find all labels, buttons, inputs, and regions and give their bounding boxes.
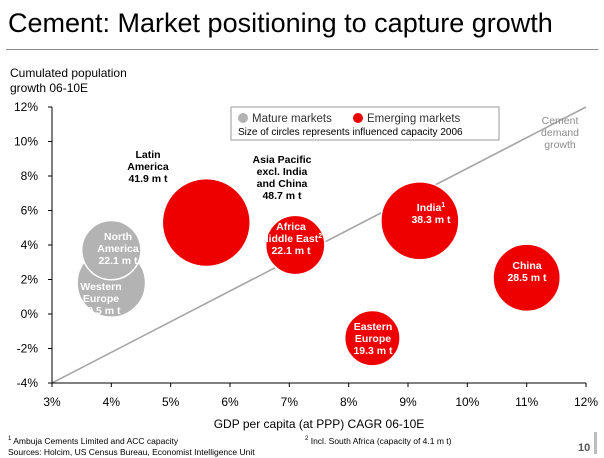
x-tick-label: 7% <box>281 395 299 409</box>
x-tick-label: 4% <box>103 395 121 409</box>
bubble-label-line: China <box>512 260 541 272</box>
footnote-2: 2 Incl. South Africa (capacity of 4.1 m … <box>305 436 452 446</box>
bubble-label-line: 22.1 m t <box>271 245 311 257</box>
footnote-marker: 1 <box>441 202 445 209</box>
bubble-label-line: 28.5 m t <box>507 272 547 284</box>
y-tick-label: 4% <box>21 238 39 252</box>
y-axis-title-line-2: growth 06-10E <box>10 81 89 95</box>
bubble-label-line: 22.1 m t <box>98 255 138 267</box>
bubble-label-line: excl. India <box>257 166 308 178</box>
y-tick-label: -4% <box>17 376 39 390</box>
x-tick-label: 3% <box>43 395 61 409</box>
cement-demand-growth-label-line: demand <box>541 127 579 139</box>
bubble-label-line: 48.7 m t <box>262 190 302 202</box>
x-tick-label: 11% <box>515 395 538 409</box>
y-axis-title: Cumulated population growth 06-10E <box>10 66 127 96</box>
y-tick-label: 2% <box>21 273 39 287</box>
x-tick-label: 10% <box>455 395 479 409</box>
bubble-label-line: Eastern <box>354 321 393 333</box>
footnote-2-text: Incl. South Africa (capacity of 4.1 m t) <box>308 436 452 446</box>
cement-demand-growth-label-line: Cement <box>542 115 579 127</box>
y-tick-label: -2% <box>17 342 39 356</box>
bubble-label-line: Middle East2 <box>260 233 322 245</box>
y-axis-title-line-1: Cumulated population <box>10 66 127 80</box>
bubble-label-line: Latin <box>135 149 160 161</box>
page-title: Cement: Market positioning to capture gr… <box>8 8 553 38</box>
bubble-label-line: Asia Pacific <box>253 154 312 166</box>
bubble-emerging <box>492 243 562 313</box>
x-tick-label: 8% <box>340 395 358 409</box>
y-tick-label: 8% <box>21 169 39 183</box>
footnote-1-text: Ambuja Cements Limited and ACC capacity <box>11 436 179 446</box>
x-axis-title: GDP per capita (at PPP) CAGR 06-10E <box>214 417 425 431</box>
legend-note: Size of circles represents influenced ca… <box>238 127 463 138</box>
bubble-emerging <box>264 214 326 276</box>
bubble-label-line: 38.3 m t <box>411 214 451 226</box>
x-tick-label: 5% <box>162 395 180 409</box>
title-divider <box>6 49 598 50</box>
bubble-label-line: and China <box>257 178 308 190</box>
y-tick-label: 12% <box>14 100 38 114</box>
bubble-label-line: America <box>127 161 169 173</box>
footnote-2-mark: 2 <box>305 436 309 443</box>
page-number-bar <box>594 432 597 454</box>
x-tick-label: 6% <box>221 395 239 409</box>
footnote-1: 1 Ambuja Cements Limited and ACC capacit… <box>8 436 178 446</box>
bubble-emerging <box>161 177 251 268</box>
footnote-1-mark: 1 <box>8 436 12 443</box>
bubble-label-line: India1 <box>417 202 446 214</box>
bubble-emerging <box>380 181 460 261</box>
legend-mature-label: Mature markets <box>252 113 332 125</box>
bubble-label-line: 29.5 m t <box>81 305 121 317</box>
y-tick-label: 6% <box>21 204 39 218</box>
bubble-emerging <box>343 309 401 367</box>
x-tick-label: 9% <box>399 395 417 409</box>
bubble-label-line: North <box>104 231 132 243</box>
bubble-mature <box>80 219 142 281</box>
x-tick-label: 12% <box>574 395 598 409</box>
bubble-label-line: Western <box>80 281 121 293</box>
legend-emerging-swatch <box>353 113 363 123</box>
legend-emerging-label: Emerging markets <box>367 113 461 125</box>
bubble-label-line: Africa <box>276 221 306 233</box>
page-number: 10 <box>578 442 591 454</box>
y-tick-label: 0% <box>21 307 39 321</box>
bubble-label-line: 19.3 m t <box>353 345 393 357</box>
bubble-label-line: 41.9 m t <box>128 173 168 185</box>
bubble-label-line: Europe <box>83 293 119 305</box>
legend-box <box>230 106 500 141</box>
legend-mature-swatch <box>238 113 248 123</box>
y-tick-label: 10% <box>14 135 38 149</box>
bubble-label-line: Europe <box>355 333 391 345</box>
footnote-marker: 2 <box>318 233 322 240</box>
sources-note: Sources: Holcim, US Census Bureau, Econo… <box>8 447 255 457</box>
cement-demand-growth-label-line: growth <box>544 139 576 151</box>
bubble-label-line: America <box>97 243 139 255</box>
